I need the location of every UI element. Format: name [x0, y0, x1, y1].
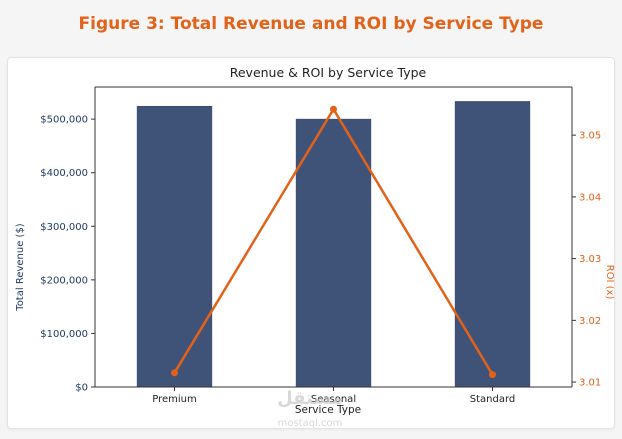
y-right-tick-label: 3.04 [579, 192, 601, 203]
roi-point-seasonal [330, 105, 337, 113]
y-axis-left-label: Total Revenue ($) [15, 223, 26, 312]
chart-title: Revenue & ROI by Service Type [230, 65, 427, 80]
figure-title: Figure 3: Total Revenue and ROI by Servi… [78, 14, 544, 34]
x-axis-label: Service Type [295, 404, 361, 416]
x-tick-label: Premium [152, 394, 197, 405]
x-tick-label: Standard [470, 394, 516, 405]
revenue-bar-premium [136, 105, 213, 388]
revenue-bar-standard [454, 101, 531, 388]
y-right-tick-label: 3.05 [579, 131, 601, 142]
y-left-tick-label: $300,000 [40, 222, 88, 233]
roi-point-standard [489, 371, 496, 379]
chart-card: Revenue & ROI by Service Type $0 $100,000… [7, 57, 615, 429]
y-left-tick-label: $200,000 [40, 275, 88, 286]
watermark-logo: مستقل [277, 388, 343, 409]
y-left-tick-label: $400,000 [40, 168, 88, 179]
y-left-tick-label: $0 [75, 383, 88, 394]
y-right-tick-label: 3.02 [579, 316, 601, 327]
bars-group [136, 101, 531, 388]
roi-line-group [171, 105, 496, 379]
ticks-group: $0 $100,000 $200,000 $300,000 $400,000 $500,0… [40, 115, 601, 405]
y-right-tick-label: 3.01 [579, 378, 601, 389]
revenue-roi-chart: Revenue & ROI by Service Type $0 $100,000… [15, 65, 614, 428]
revenue-bar-seasonal [295, 118, 372, 388]
roi-point-premium [171, 369, 178, 377]
y-axis-right-label: ROI (x) [604, 265, 614, 300]
x-tick-label: Seasonal [311, 394, 356, 405]
y-left-tick-label: $100,000 [40, 329, 88, 340]
watermark-text: mostaql.com [278, 418, 343, 428]
y-left-tick-label: $500,000 [40, 115, 88, 126]
y-right-tick-label: 3.03 [579, 254, 601, 265]
